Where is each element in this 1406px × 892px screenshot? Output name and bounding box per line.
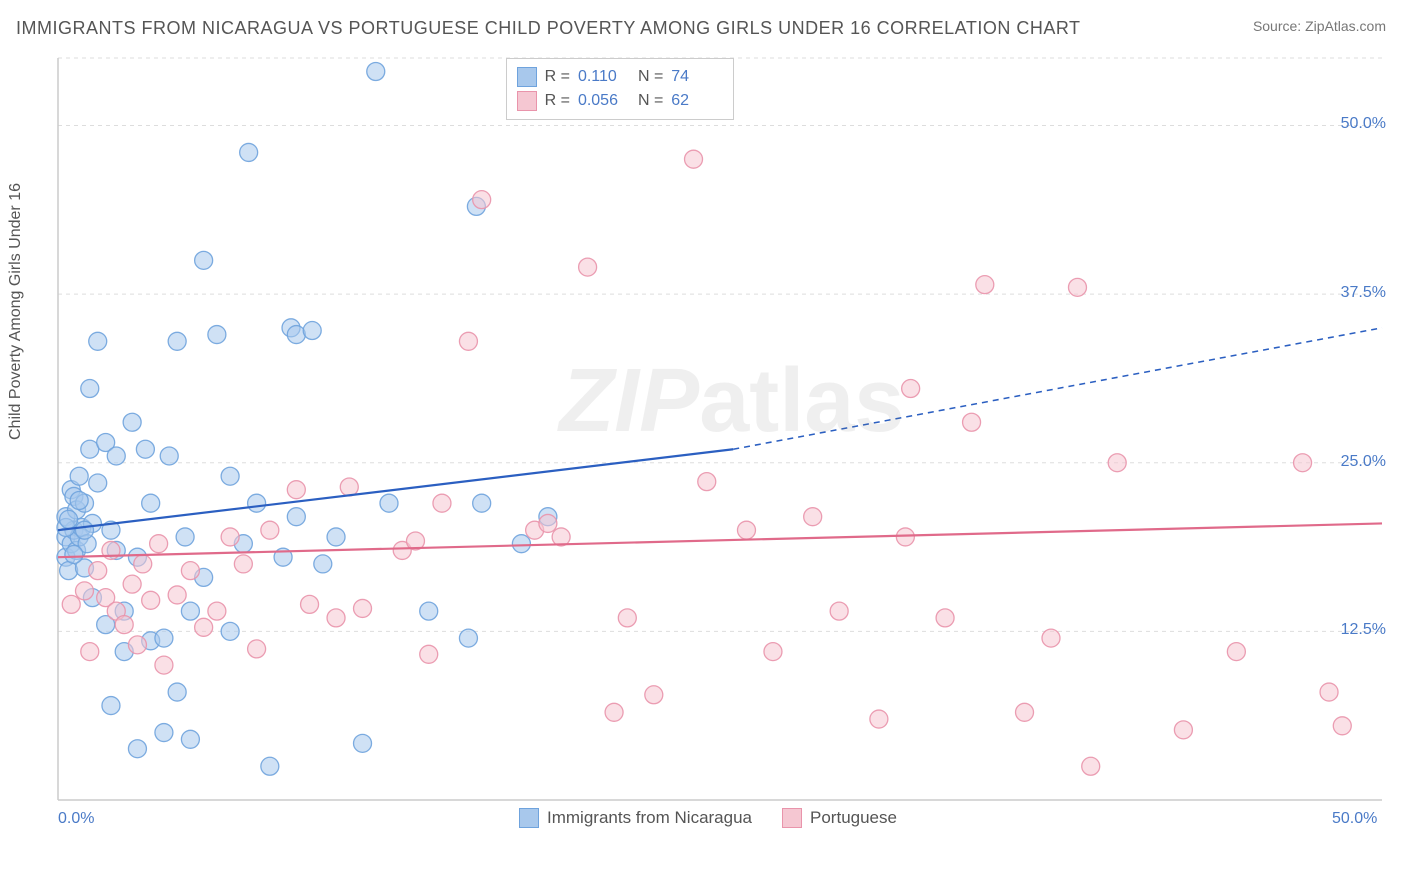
legend-row: R = 0.056 N = 62 xyxy=(517,89,724,113)
y-tick-label: 12.5% xyxy=(1341,621,1386,639)
legend-n-label: N = xyxy=(638,65,663,89)
scatter-plot xyxy=(50,50,1390,840)
series-name: Immigrants from Nicaragua xyxy=(547,808,752,828)
legend-r-value: 0.056 xyxy=(578,89,630,113)
legend-row: R = 0.110 N = 74 xyxy=(517,65,724,89)
series-legend-item: Portuguese xyxy=(782,808,897,828)
legend-r-label: R = xyxy=(545,89,570,113)
chart-title: IMMIGRANTS FROM NICARAGUA VS PORTUGUESE … xyxy=(16,18,1081,39)
legend-r-value: 0.110 xyxy=(578,65,630,89)
correlation-legend: R = 0.110 N = 74 R = 0.056 N = 62 xyxy=(506,58,735,120)
y-tick-label: 50.0% xyxy=(1341,115,1386,133)
legend-n-value: 74 xyxy=(671,65,723,89)
series-legend-item: Immigrants from Nicaragua xyxy=(519,808,752,828)
x-tick-label: 50.0% xyxy=(1332,810,1377,828)
legend-swatch xyxy=(519,808,539,828)
y-tick-label: 37.5% xyxy=(1341,284,1386,302)
legend-swatch xyxy=(517,67,537,87)
x-tick-label: 0.0% xyxy=(58,810,94,828)
y-tick-label: 25.0% xyxy=(1341,453,1386,471)
y-axis-label: Child Poverty Among Girls Under 16 xyxy=(7,183,25,440)
source-attribution: Source: ZipAtlas.com xyxy=(1253,18,1386,34)
series-legend: Immigrants from Nicaragua Portuguese xyxy=(519,808,897,828)
legend-swatch xyxy=(782,808,802,828)
legend-r-label: R = xyxy=(545,65,570,89)
legend-swatch xyxy=(517,91,537,111)
series-name: Portuguese xyxy=(810,808,897,828)
legend-n-value: 62 xyxy=(671,89,723,113)
legend-n-label: N = xyxy=(638,89,663,113)
